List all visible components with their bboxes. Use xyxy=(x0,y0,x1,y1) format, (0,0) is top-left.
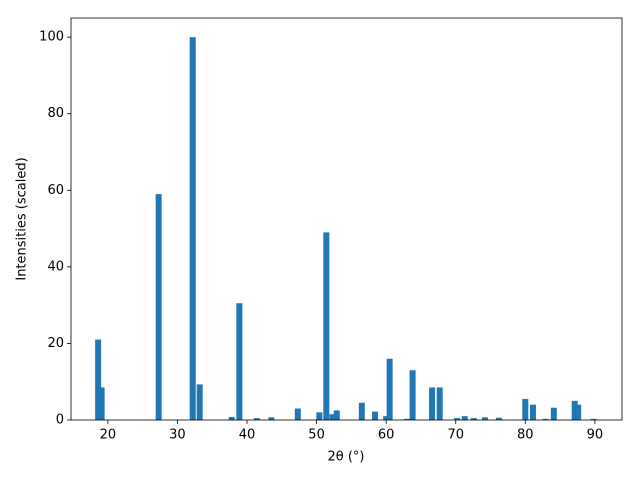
x-tick-label: 20 xyxy=(100,428,117,443)
y-tick-label: 100 xyxy=(39,30,64,45)
y-axis-label: Intensities (scaled) xyxy=(15,157,30,280)
x-tick-label: 30 xyxy=(169,428,186,443)
y-tick-label: 80 xyxy=(47,106,64,121)
bar xyxy=(372,411,379,420)
bar xyxy=(461,416,468,420)
bar xyxy=(253,418,260,420)
bar xyxy=(522,398,529,420)
bar xyxy=(529,404,536,420)
bar xyxy=(329,414,336,420)
y-tick-label: 20 xyxy=(47,336,64,351)
bar xyxy=(386,358,393,420)
y-tick-label: 40 xyxy=(47,259,64,274)
bar xyxy=(383,416,390,420)
bar xyxy=(333,410,340,420)
x-tick-label: 60 xyxy=(378,428,395,443)
bar xyxy=(454,418,461,420)
plot-frame xyxy=(70,17,623,421)
y-tick-label: 0 xyxy=(56,413,64,428)
bar xyxy=(470,418,477,420)
bar xyxy=(409,370,416,420)
bar xyxy=(542,418,549,420)
bar xyxy=(196,384,203,420)
x-axis-label: 2θ (°) xyxy=(327,450,364,465)
bar xyxy=(358,402,365,420)
bar xyxy=(550,407,557,420)
x-tick-label: 70 xyxy=(447,428,464,443)
bar xyxy=(436,387,443,420)
x-tick-label: 80 xyxy=(517,428,534,443)
bar xyxy=(316,412,323,420)
bar xyxy=(590,418,597,420)
y-tick-label: 60 xyxy=(47,183,64,198)
bar xyxy=(495,417,502,420)
x-tick-label: 40 xyxy=(239,428,256,443)
bar xyxy=(228,416,235,420)
bar xyxy=(189,37,196,421)
bar xyxy=(98,387,105,420)
x-tick-label: 90 xyxy=(587,428,604,443)
bar xyxy=(481,417,488,420)
bar xyxy=(571,400,578,420)
bar xyxy=(404,418,411,420)
x-tick-label: 50 xyxy=(308,428,325,443)
bar xyxy=(429,387,436,420)
bar xyxy=(294,408,301,420)
bar xyxy=(155,194,162,420)
bar xyxy=(323,232,330,420)
bar xyxy=(95,339,102,420)
bar xyxy=(236,303,243,420)
bar xyxy=(575,404,582,420)
bar xyxy=(268,417,275,420)
